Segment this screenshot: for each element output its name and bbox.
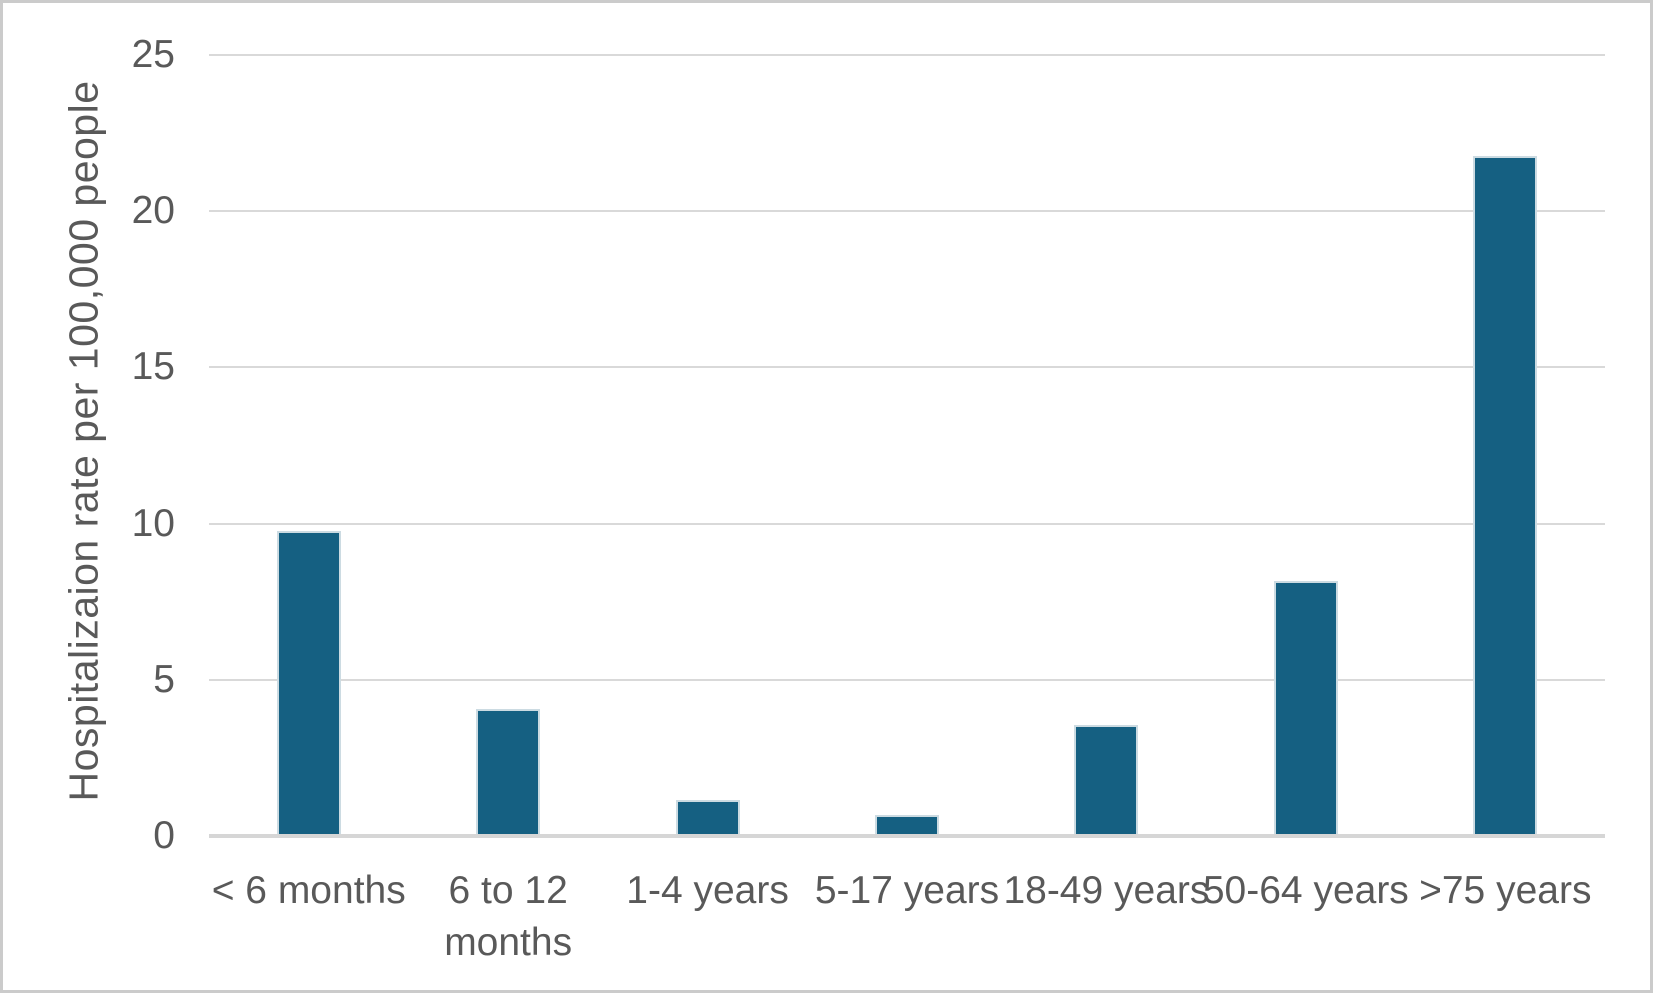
x-category-label-6: 50-64 years [1202,869,1409,912]
bar-1 [276,530,341,834]
gridline-y25 [209,54,1605,56]
bar-3 [675,799,740,834]
x-category-label-1: < 6 months [211,869,406,912]
bar-7 [1473,156,1538,834]
gridline-y20 [209,210,1605,213]
y-tick-label-15: 15 [131,345,175,389]
x-category-label-4: 5-17 years [814,869,1000,912]
bar-5 [1074,724,1139,834]
gridline-y15 [209,366,1605,369]
x-category-label-7: >75 years [1419,869,1592,912]
y-tick-label-10: 10 [131,501,175,545]
bar-6 [1273,580,1338,834]
bar-4 [875,815,939,834]
y-tick-label-25: 25 [131,33,175,76]
x-category-label-5: 18-49 years [1003,869,1210,912]
x-category-label-2: 6 to 12 months [444,869,573,964]
y-tick-label-20: 20 [131,189,175,233]
bar-2 [476,709,541,834]
y-tick-label-5: 5 [153,657,175,701]
x-axis-line [209,834,1605,838]
x-category-label-3: 1-4 years [626,869,789,912]
gridline-y5 [209,678,1605,681]
y-tick-label-0: 0 [153,814,175,857]
gridline-y10 [209,522,1605,525]
